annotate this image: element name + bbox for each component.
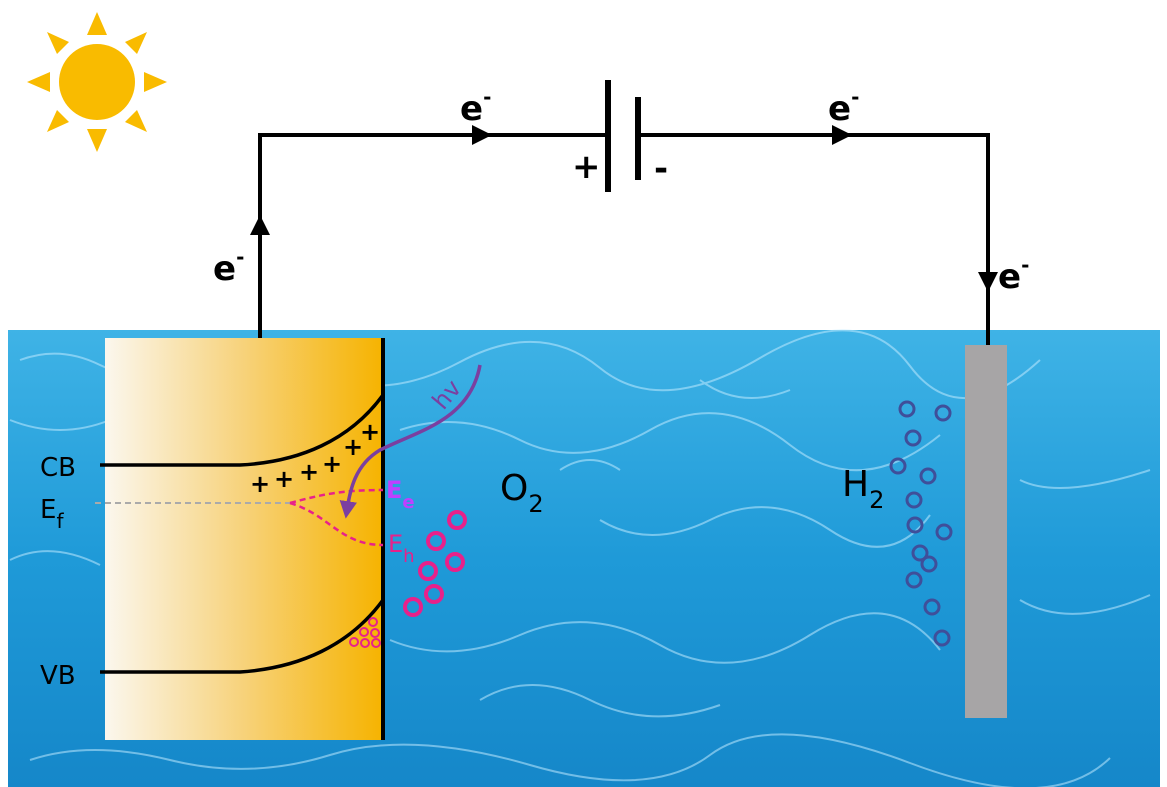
charge: + [322, 450, 342, 478]
battery-positive: + [572, 147, 601, 187]
charge: + [274, 465, 294, 493]
vb-label: VB [40, 661, 76, 691]
battery-negative: - [654, 149, 668, 189]
cathode [965, 345, 1007, 718]
semiconductor [105, 338, 383, 740]
diagram: + - e- e- e- e- + + + + + + CB Ef VB hv … [0, 0, 1167, 787]
electron-label: e- [998, 253, 1029, 297]
circuit-wire [260, 135, 988, 345]
electron-label: e- [213, 245, 244, 289]
sun [27, 12, 167, 152]
electron-label: e- [828, 85, 859, 129]
labels: + - e- e- e- e- [213, 85, 1029, 297]
charge: + [250, 470, 270, 498]
cb-label: CB [40, 453, 76, 483]
page: {"circuit":{"electron_labels":[{"base":"… [0, 0, 1167, 787]
charge: + [299, 458, 319, 486]
charge: + [360, 418, 380, 446]
electron-label: e- [460, 85, 491, 129]
